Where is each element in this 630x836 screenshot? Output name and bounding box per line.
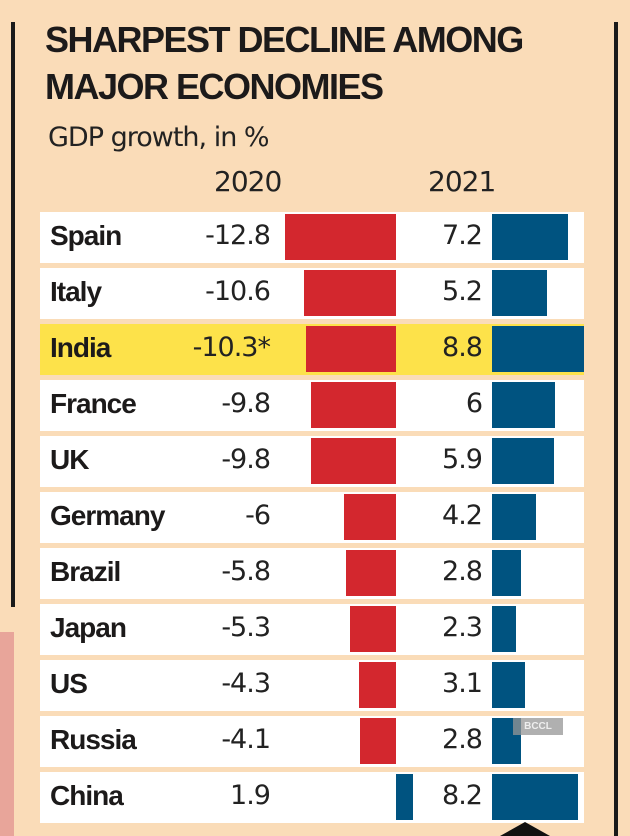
row-italy: Italy -10.6 5.2 bbox=[40, 268, 584, 319]
value-2020: -6 bbox=[245, 500, 271, 531]
value-2021: 2.8 bbox=[442, 556, 483, 587]
country-label: Germany bbox=[50, 500, 165, 531]
chart-title: SHARPEST DECLINE AMONG MAJOR ECONOMIES bbox=[45, 19, 524, 107]
bar-2021 bbox=[492, 550, 522, 596]
value-2020: -5.8 bbox=[221, 556, 271, 587]
row-japan: Japan -5.3 2.3 bbox=[40, 604, 584, 655]
value-2020: -9.8 bbox=[221, 444, 271, 475]
watermark: BCCL bbox=[513, 718, 563, 735]
row-brazil: Brazil -5.8 2.8 bbox=[40, 548, 584, 599]
bar-2020 bbox=[284, 214, 396, 260]
bar-2021 bbox=[492, 270, 547, 316]
bar-2021 bbox=[492, 382, 555, 428]
row-germany: Germany -6 4.2 bbox=[40, 492, 584, 543]
country-label: France bbox=[50, 388, 137, 419]
value-2020: -10.6 bbox=[205, 276, 271, 307]
country-label: India bbox=[50, 332, 111, 363]
column-header-2021: 2021 bbox=[428, 165, 496, 198]
value-2020: -10.3* bbox=[192, 332, 271, 363]
value-2020: -5.3 bbox=[221, 612, 271, 643]
chart-subtitle: GDP growth, in % bbox=[48, 122, 270, 153]
bar-2021 bbox=[492, 494, 537, 540]
right-border bbox=[614, 22, 618, 836]
value-2021: 3.1 bbox=[442, 668, 483, 699]
country-label: Italy bbox=[50, 276, 102, 307]
bar-2020 bbox=[360, 718, 396, 764]
left-border bbox=[11, 22, 15, 607]
value-2020: -4.3 bbox=[221, 668, 271, 699]
row-india: India -10.3* 8.8 bbox=[40, 324, 584, 375]
column-header-2020: 2020 bbox=[214, 165, 282, 198]
row-us: US -4.3 3.1 bbox=[40, 660, 584, 711]
value-2021: 8.2 bbox=[442, 780, 483, 811]
value-2021: 4.2 bbox=[442, 500, 483, 531]
bar-2020 bbox=[345, 550, 396, 596]
country-label: Russia bbox=[50, 724, 137, 755]
country-label: China bbox=[50, 780, 124, 811]
bar-2020 bbox=[306, 326, 396, 372]
bar-2020 bbox=[358, 662, 396, 708]
country-label: UK bbox=[50, 444, 89, 475]
value-2021: 7.2 bbox=[442, 220, 483, 251]
bar-2021 bbox=[492, 326, 584, 372]
row-spain: Spain -12.8 7.2 bbox=[40, 212, 584, 263]
bar-2021 bbox=[492, 214, 568, 260]
row-russia: Russia -4.1 2.8 bbox=[40, 716, 584, 767]
country-label: Spain bbox=[50, 220, 122, 251]
bar-2020 bbox=[310, 382, 396, 428]
value-2021: 2.8 bbox=[442, 724, 483, 755]
bar-2021 bbox=[492, 774, 579, 820]
country-label: Japan bbox=[50, 612, 127, 643]
value-2020: 1.9 bbox=[230, 780, 271, 811]
decorative-triangle bbox=[500, 822, 550, 836]
decorative-strip bbox=[0, 632, 14, 836]
bar-2021 bbox=[492, 606, 517, 652]
value-2021: 8.8 bbox=[442, 332, 483, 363]
bar-2020 bbox=[310, 438, 396, 484]
value-2021: 5.9 bbox=[442, 444, 483, 475]
value-2020: -9.8 bbox=[221, 388, 271, 419]
country-label: US bbox=[50, 668, 88, 699]
value-2021: 5.2 bbox=[442, 276, 483, 307]
value-2021: 2.3 bbox=[442, 612, 483, 643]
bar-2020 bbox=[343, 494, 396, 540]
row-france: France -9.8 6 bbox=[40, 380, 584, 431]
value-2020: -12.8 bbox=[205, 220, 271, 251]
row-china: China 1.9 8.2 bbox=[40, 772, 584, 823]
bar-2020 bbox=[303, 270, 396, 316]
country-label: Brazil bbox=[50, 556, 121, 587]
bar-2020 bbox=[349, 606, 396, 652]
value-2021: 6 bbox=[465, 388, 483, 419]
row-uk: UK -9.8 5.9 bbox=[40, 436, 584, 487]
bar-2020 bbox=[396, 774, 413, 820]
bar-2021 bbox=[492, 662, 525, 708]
bar-2021 bbox=[492, 438, 554, 484]
value-2020: -4.1 bbox=[221, 724, 271, 755]
